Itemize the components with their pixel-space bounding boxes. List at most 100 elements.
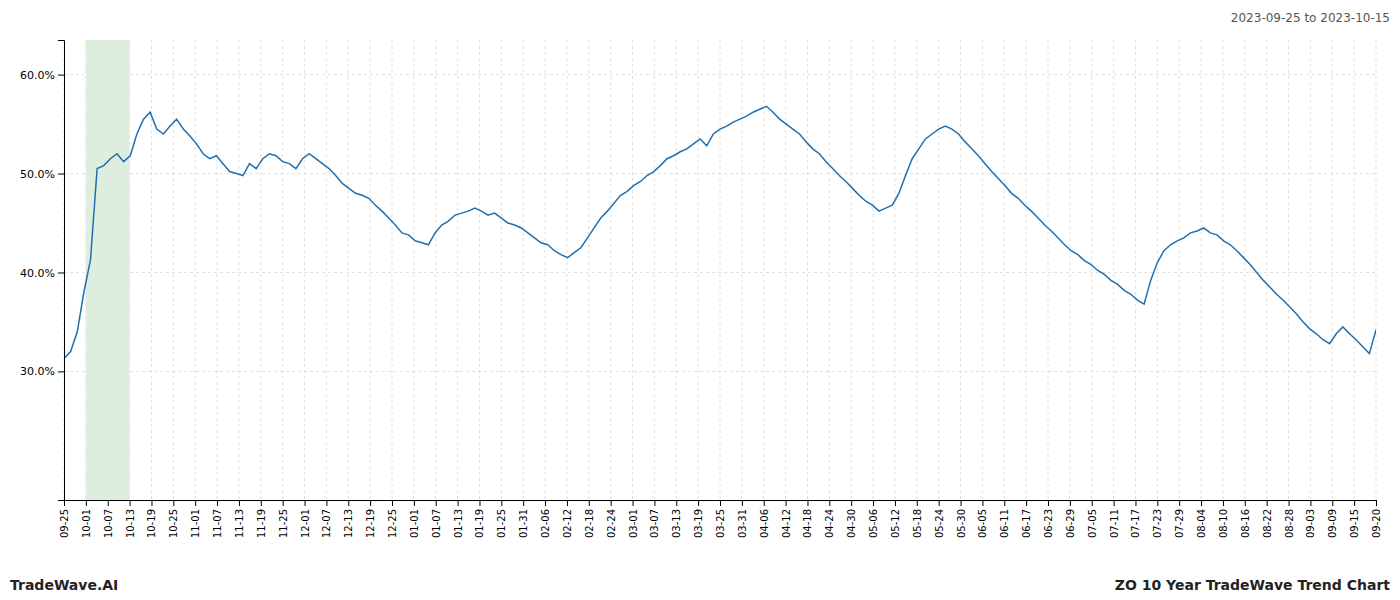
tick: 07-17 (1130, 500, 1141, 538)
tick-mark (1114, 500, 1115, 506)
tick-label: 07-17 (1130, 509, 1141, 538)
plot-area: 09-2510-0110-0710-1310-1910-2511-0111-07… (20, 40, 1382, 538)
tick-label: 03-19 (693, 509, 704, 538)
tick-mark (961, 500, 962, 506)
tick-mark (764, 500, 765, 506)
tick: 03-19 (693, 500, 704, 538)
grid-line (654, 40, 655, 500)
tick: 60.0% (20, 69, 64, 82)
tick: 06-17 (1021, 500, 1032, 538)
grid-line (1179, 40, 1180, 500)
tick: 50.0% (20, 168, 64, 181)
grid-line (960, 40, 961, 500)
grid-line (632, 40, 633, 500)
grid-line (348, 40, 349, 500)
tick-mark (589, 500, 590, 506)
tick-label: 09-15 (1349, 509, 1360, 538)
grid-line (151, 40, 152, 500)
tick-label: 11-01 (190, 509, 201, 538)
tick-label: 06-05 (977, 509, 988, 538)
tick-mark (807, 500, 808, 506)
tick-label: 12-19 (365, 509, 376, 538)
tick-label: 02-24 (606, 509, 617, 538)
grid-line (64, 74, 1376, 75)
tick-label: 12-25 (387, 509, 398, 538)
tick-label: 11-25 (278, 509, 289, 538)
tick-label: 01-07 (431, 509, 442, 538)
chart: 09-2510-0110-0710-1310-1910-2511-0111-07… (0, 0, 1400, 600)
tick: 10-19 (146, 500, 157, 538)
tick-label: 03-13 (671, 509, 682, 538)
grid-line (282, 40, 283, 500)
tick: 07-23 (1152, 500, 1163, 538)
tick: 09-20 (1371, 500, 1382, 538)
tick-label: 50.0% (20, 168, 55, 181)
tick-mark (1201, 500, 1202, 506)
tick-label: 01-31 (518, 509, 529, 538)
tick-label: 08-28 (1284, 509, 1295, 538)
tick-mark (1332, 500, 1333, 506)
tick: 06-11 (999, 500, 1010, 538)
tick-mark (1376, 500, 1377, 506)
tick-label: 04-24 (824, 509, 835, 538)
grid-line (1069, 40, 1070, 500)
tick: 10-13 (125, 500, 136, 538)
tick-label: 08-22 (1262, 509, 1273, 538)
tick: 04-12 (781, 500, 792, 538)
tick-label: 05-24 (934, 509, 945, 538)
tick-mark (58, 174, 64, 175)
tick: 10-07 (103, 500, 114, 538)
tick-mark (305, 500, 306, 506)
tick: 06-05 (977, 500, 988, 538)
tick: 11-01 (190, 500, 201, 538)
tick-mark (479, 500, 480, 506)
tick-mark (873, 500, 874, 506)
tick-mark (326, 500, 327, 506)
tick-label: 30.0% (20, 365, 55, 378)
tick: 10-01 (81, 500, 92, 538)
grid-line (1222, 40, 1223, 500)
grid-line (64, 272, 1376, 273)
tick-label: 04-18 (802, 509, 813, 538)
tick-mark (676, 500, 677, 506)
tick-label: 08-10 (1218, 509, 1229, 538)
grid-line (545, 40, 546, 500)
tick-mark (567, 500, 568, 506)
tick-mark (742, 500, 743, 506)
tick: 05-30 (956, 500, 967, 538)
tick-label: 06-11 (999, 509, 1010, 538)
grid-line (238, 40, 239, 500)
grid-line (1310, 40, 1311, 500)
tick: 04-18 (802, 500, 813, 538)
tick-mark (58, 75, 64, 76)
grid-line (807, 40, 808, 500)
grid-line (1332, 40, 1333, 500)
tick-label: 01-01 (409, 509, 420, 538)
tick: 05-12 (890, 500, 901, 538)
tick: 01-25 (496, 500, 507, 538)
grid-line (676, 40, 677, 500)
tick: 11-25 (278, 500, 289, 538)
tick: 06-23 (1043, 500, 1054, 538)
grid-line (1135, 40, 1136, 500)
tick-label: 10-07 (103, 509, 114, 538)
grid-line (304, 40, 305, 500)
grid-line (435, 40, 436, 500)
tick-mark (611, 500, 612, 506)
tick-mark (501, 500, 502, 506)
grid-line (873, 40, 874, 500)
tick-label: 10-19 (146, 509, 157, 538)
grid-line (938, 40, 939, 500)
tick-label: 05-30 (956, 509, 967, 538)
x-axis: 09-2510-0110-0710-1310-1910-2511-0111-07… (59, 500, 1382, 538)
tick: 05-06 (868, 500, 879, 538)
tick: 04-24 (824, 500, 835, 538)
grid-line (1026, 40, 1027, 500)
tick-label: 07-23 (1152, 509, 1163, 538)
tick-label: 06-17 (1021, 509, 1032, 538)
grid-line (829, 40, 830, 500)
grid-line (894, 40, 895, 500)
tick-label: 10-13 (125, 509, 136, 538)
tick: 04-06 (759, 500, 770, 538)
tick-mark (786, 500, 787, 506)
